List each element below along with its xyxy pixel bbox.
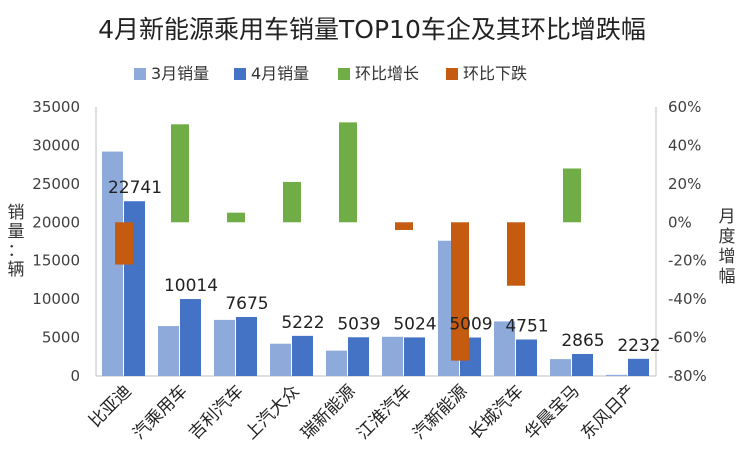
data-label-9: 2232: [617, 336, 660, 356]
category-label-0: 比亚迪: [85, 381, 135, 431]
bar-4月-7: [516, 339, 537, 376]
bar-3月-9: [606, 374, 627, 376]
chart-title: 4月新能源乘用车销量TOP10车企及其环比增跌幅: [98, 15, 646, 44]
bar-环比增长-2: [227, 212, 245, 223]
data-label-3: 5222: [281, 313, 324, 333]
left-tick-label: 10000: [32, 290, 80, 308]
left-axis-title-char: 辆: [8, 260, 25, 280]
category-label-2: 吉利汽车: [185, 381, 247, 443]
data-label-7: 4751: [505, 316, 548, 336]
data-label-6: 5009: [449, 315, 492, 335]
left-tick-label: 20000: [32, 213, 80, 231]
bar-环比增长-4: [339, 122, 357, 223]
bar-3月-0: [102, 151, 123, 376]
bar-3月-5: [382, 336, 403, 376]
data-label-1: 10014: [164, 276, 218, 296]
category-label-4: 瑞新能源: [297, 381, 359, 443]
right-axis-title-char: 度: [719, 227, 736, 247]
bar-环比下跌-6: [451, 222, 469, 361]
right-tick-label: -80%: [668, 367, 707, 385]
data-label-4: 5039: [337, 314, 380, 334]
left-axis-title-char: 量: [8, 222, 25, 242]
bar-环比增长-1: [171, 124, 189, 223]
data-label-0: 22741: [108, 178, 162, 198]
right-tick-label: 60%: [668, 98, 701, 116]
bar-3月-3: [270, 343, 291, 376]
category-label-8: 华晨宝马: [521, 381, 583, 443]
bar-环比增长-3: [283, 181, 301, 223]
right-axis-title-char: 幅: [719, 267, 736, 287]
legend-label-1: 4月销量: [251, 64, 309, 83]
right-tick-label: 20%: [668, 175, 701, 193]
left-axis-title-char: ：: [8, 241, 25, 261]
category-label-7: 长城汽车: [465, 381, 527, 443]
category-label-1: 汽乘用车: [129, 381, 191, 443]
legend-label-0: 3月销量: [151, 64, 209, 83]
left-tick-label: 15000: [32, 252, 80, 270]
bar-4月-5: [404, 337, 425, 376]
bar-3月-4: [326, 350, 347, 376]
bar-环比下跌-0: [115, 222, 133, 265]
right-tick-label: 40%: [668, 136, 701, 154]
left-tick-label: 35000: [32, 98, 80, 116]
category-label-9: 东风日产: [577, 381, 639, 443]
bar-4月-4: [348, 337, 369, 376]
bar-环比下跌-7: [507, 222, 525, 286]
left-axis-title-char: 销: [8, 203, 25, 223]
legend-swatch-1: [234, 68, 246, 80]
right-tick-label: -60%: [668, 329, 707, 347]
right-tick-label: 0%: [668, 213, 692, 231]
data-label-8: 2865: [561, 331, 604, 351]
right-tick-label: -40%: [668, 290, 707, 308]
bar-3月-7: [494, 321, 515, 376]
left-tick-label: 25000: [32, 175, 80, 193]
bar-环比增长-8: [563, 168, 581, 223]
legend-swatch-2: [338, 68, 350, 80]
bar-4月-1: [180, 299, 201, 376]
legend-swatch-3: [446, 68, 458, 80]
bar-4月-9: [628, 358, 649, 376]
bar-3月-2: [214, 319, 235, 376]
right-axis-title-char: 月: [719, 207, 736, 227]
legend-label-3: 环比下跌: [463, 64, 527, 83]
bar-4月-8: [572, 353, 593, 376]
legend-label-2: 环比增长: [355, 64, 419, 83]
category-label-6: 汽新能源: [409, 381, 471, 443]
bar-3月-8: [550, 359, 571, 376]
data-label-5: 5024: [393, 314, 436, 334]
bar-4月-2: [236, 317, 257, 376]
bar-4月-3: [292, 335, 313, 376]
left-tick-label: 0: [70, 367, 80, 385]
right-axis-title-char: 增: [719, 247, 736, 267]
data-label-2: 7675: [225, 294, 268, 314]
right-tick-label: -20%: [668, 252, 707, 270]
left-tick-label: 5000: [42, 329, 80, 347]
bar-3月-1: [158, 326, 179, 376]
category-label-5: 江淮汽车: [353, 381, 415, 443]
bar-环比下跌-5: [395, 222, 413, 230]
category-label-3: 上汽大众: [241, 381, 303, 443]
left-tick-label: 30000: [32, 136, 80, 154]
legend-swatch-0: [134, 68, 146, 80]
